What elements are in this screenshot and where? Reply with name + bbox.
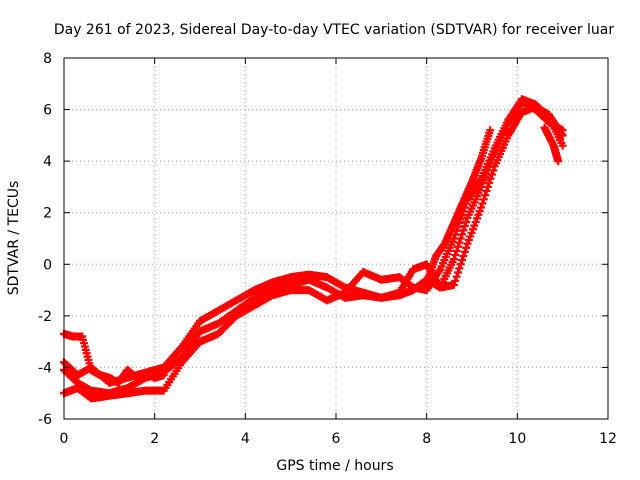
data-point — [554, 157, 563, 166]
x-tick-label: 12 — [599, 431, 617, 447]
data-point-interp — [460, 222, 469, 231]
data-point-interp — [453, 268, 462, 277]
y-tick-label: -6 — [38, 412, 52, 428]
data-point-interp — [452, 246, 461, 255]
y-tick-label: -4 — [38, 360, 52, 376]
data-point-interp — [460, 247, 469, 256]
data-point — [159, 371, 168, 380]
data-point-interp — [462, 243, 471, 252]
series-track-3 — [60, 95, 567, 403]
series-track-1 — [60, 97, 567, 387]
data-point-interp — [483, 182, 492, 191]
data-point-interp — [455, 238, 464, 247]
x-tick-label: 0 — [60, 431, 69, 447]
data-point-interp — [482, 187, 491, 196]
y-tick-label: 2 — [43, 206, 52, 222]
data-point-interp — [489, 166, 498, 175]
data-point-interp — [486, 174, 495, 183]
y-tick-label: 6 — [43, 103, 52, 119]
data-point-interp — [479, 195, 488, 204]
x-tick-label: 4 — [241, 431, 250, 447]
x-tick-label: 6 — [332, 431, 341, 447]
data-point-interp — [455, 264, 464, 273]
axis-ticks: 0 2 4 6 8 10 12 -6 -4 -2 0 2 4 6 8 — [38, 51, 617, 447]
chart-title: Day 261 of 2023, Sidereal Day-to-day VTE… — [54, 22, 615, 38]
data-point — [486, 126, 495, 135]
data-point-interp — [451, 276, 460, 285]
y-tick-label: 8 — [43, 51, 52, 67]
data-point-interp — [452, 272, 461, 281]
data-point — [477, 203, 486, 212]
data-series — [60, 95, 567, 403]
x-tick-label: 2 — [150, 431, 159, 447]
y-tick-label: 0 — [43, 257, 52, 273]
x-axis-label: GPS time / hours — [276, 458, 393, 474]
data-point — [558, 141, 567, 150]
data-point-interp — [481, 191, 490, 200]
data-point-interp — [485, 178, 494, 187]
data-point-interp — [458, 256, 467, 265]
data-point-interp — [451, 251, 460, 260]
y-tick-label: 4 — [43, 154, 52, 170]
y-axis-label: SDTVAR / TECUs — [6, 181, 22, 296]
data-point-interp — [458, 230, 467, 239]
data-point — [449, 280, 458, 289]
data-point-interp — [462, 217, 471, 226]
grid — [64, 58, 608, 419]
data-point-interp — [543, 112, 552, 121]
data-point — [449, 255, 458, 264]
x-tick-label: 8 — [422, 431, 431, 447]
series-track-4 — [60, 123, 563, 387]
data-point-interp — [478, 199, 487, 208]
data-point-interp — [453, 242, 462, 251]
series-track-2 — [60, 102, 567, 398]
y-tick-label: -2 — [38, 309, 52, 325]
data-point-interp — [451, 230, 460, 239]
data-point-interp — [459, 226, 468, 235]
data-point-interp — [459, 252, 468, 261]
data-point-interp — [456, 234, 465, 243]
data-point-interp — [456, 260, 465, 269]
x-tick-label: 10 — [508, 431, 526, 447]
data-point-interp — [487, 170, 496, 179]
